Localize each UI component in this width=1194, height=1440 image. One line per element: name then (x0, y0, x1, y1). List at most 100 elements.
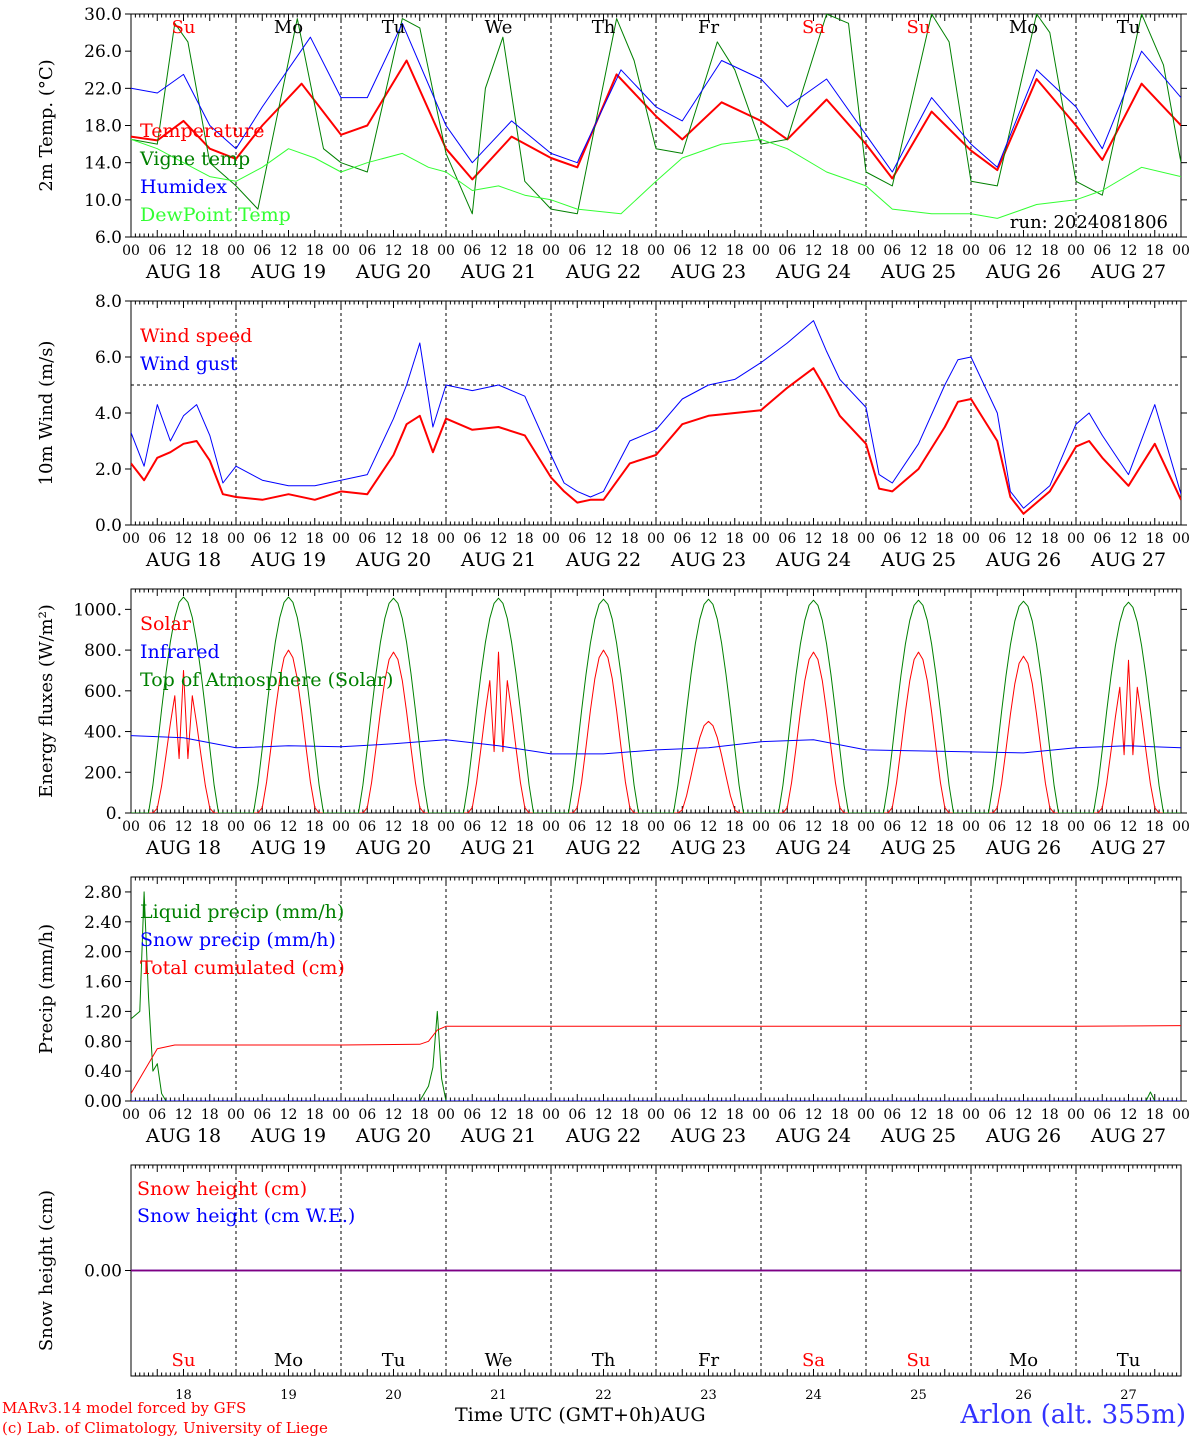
hour-tick-label: 18 (1041, 1107, 1059, 1123)
day-label: AUG 26 (985, 837, 1061, 859)
hour-tick-label: 12 (805, 1107, 823, 1123)
y-tick-label: 1000. (73, 600, 122, 620)
day-number-label: 22 (595, 1388, 612, 1403)
day-number-label: 23 (700, 1388, 717, 1403)
y-tick-label: 2.40 (84, 913, 122, 933)
hour-tick-label: 00 (332, 819, 350, 835)
hour-tick-label: 06 (148, 819, 166, 835)
hour-tick-label: 12 (385, 243, 403, 259)
hour-tick-label: 18 (201, 819, 219, 835)
hour-tick-label: 12 (490, 819, 508, 835)
legend-entry: Temperature (140, 120, 264, 142)
y-axis-title: 2m Temp. (°C) (36, 59, 57, 191)
hour-tick-label: 06 (1093, 819, 1111, 835)
hour-tick-label: 18 (411, 531, 429, 547)
hour-tick-label: 00 (227, 243, 245, 259)
day-label: AUG 22 (565, 837, 641, 859)
hour-tick-label: 00 (122, 243, 140, 259)
series-line-infrared (131, 735, 1181, 755)
hour-tick-label: 00 (1172, 1107, 1190, 1123)
y-tick-label: 400. (84, 723, 122, 743)
day-label: AUG 24 (775, 549, 851, 571)
hour-tick-label: 00 (437, 531, 455, 547)
hour-tick-label: 00 (647, 531, 665, 547)
hour-tick-label: 12 (595, 243, 613, 259)
hour-tick-label: 18 (1041, 819, 1059, 835)
hour-tick-label: 00 (122, 531, 140, 547)
hour-tick-label: 00 (227, 531, 245, 547)
day-number-label: 19 (280, 1388, 297, 1403)
y-tick-label: 1.20 (84, 1002, 122, 1022)
series-line-total-cumulated-cm- (131, 1025, 1181, 1094)
hour-tick-label: 06 (253, 1107, 271, 1123)
hour-tick-label: 12 (385, 531, 403, 547)
hour-tick-label: 18 (726, 531, 744, 547)
day-label: AUG 27 (1090, 549, 1166, 571)
y-tick-label: 200. (84, 763, 122, 783)
hour-tick-label: 06 (1093, 1107, 1111, 1123)
day-label: AUG 21 (460, 837, 536, 859)
legend-entry: Wind speed (140, 325, 252, 347)
y-tick-label: 800. (84, 641, 122, 661)
hour-tick-label: 12 (595, 819, 613, 835)
hour-tick-label: 06 (463, 1107, 481, 1123)
hour-tick-label: 18 (516, 243, 534, 259)
weekday-label: Su (172, 17, 196, 38)
hour-tick-label: 12 (1015, 531, 1033, 547)
footer-copyright-line: (c) Lab. of Climatology, University of L… (2, 1419, 328, 1437)
hour-tick-label: 12 (1120, 531, 1138, 547)
hour-tick-label: 06 (883, 1107, 901, 1123)
panel-1: 00 06 12 18 00 06 12 18 00 06 12 18 00 06 12 18 00 06 12 18… (36, 5, 1190, 283)
y-tick-label: 26.0 (84, 42, 122, 62)
hour-tick-label: 00 (437, 243, 455, 259)
hour-tick-label: 12 (385, 1107, 403, 1123)
weekday-label: Fr (698, 1350, 719, 1371)
hour-tick-label: 12 (280, 1107, 298, 1123)
hour-tick-label: 18 (831, 531, 849, 547)
hour-tick-label: 12 (1015, 243, 1033, 259)
hour-tick-label: 18 (1146, 243, 1164, 259)
hour-tick-label: 00 (227, 819, 245, 835)
hour-tick-label: 06 (778, 243, 796, 259)
hour-tick-label: 00 (752, 1107, 770, 1123)
y-tick-label: 14.0 (84, 154, 122, 174)
hour-tick-label: 00 (122, 819, 140, 835)
day-label: AUG 19 (250, 837, 326, 859)
panel-2: 00 06 12 18 00 06 12 18 00 06 12 18 00 06 12 18 00 06 12 18… (36, 292, 1190, 571)
day-label: AUG 27 (1090, 837, 1166, 859)
day-label: AUG 24 (775, 837, 851, 859)
panel-3: 00 06 12 18 00 06 12 18 00 06 12 18 00 06 12 18 00 06 12 18… (36, 588, 1190, 859)
hour-tick-label: 06 (568, 819, 586, 835)
hour-tick-label: 12 (1120, 243, 1138, 259)
legend-entry: Snow height (cm W.E.) (137, 1205, 355, 1227)
hour-tick-label: 00 (962, 1107, 980, 1123)
hour-tick-label: 12 (910, 819, 928, 835)
day-label: AUG 22 (565, 1125, 641, 1147)
hour-tick-label: 06 (148, 531, 166, 547)
hour-tick-label: 12 (490, 531, 508, 547)
hour-tick-label: 00 (857, 1107, 875, 1123)
hour-tick-label: 00 (857, 531, 875, 547)
hour-tick-label: 06 (463, 819, 481, 835)
weekday-label: Mo (1009, 1350, 1038, 1371)
hour-tick-label: 18 (621, 243, 639, 259)
y-tick-label: 10.0 (84, 191, 122, 211)
series-group (131, 891, 1181, 1101)
hour-tick-label: 00 (332, 1107, 350, 1123)
hour-tick-label: 12 (595, 531, 613, 547)
hour-tick-label: 06 (253, 819, 271, 835)
hour-tick-label: 06 (568, 1107, 586, 1123)
hour-tick-label: 00 (1067, 819, 1085, 835)
y-tick-label: 2.0 (95, 460, 122, 480)
hour-tick-label: 12 (700, 819, 718, 835)
hour-tick-label: 12 (805, 531, 823, 547)
x-axis-title: Time UTC (GMT+0h)AUG (455, 1404, 706, 1426)
legend-entry: Snow height (cm) (137, 1178, 307, 1200)
hour-tick-label: 18 (1041, 531, 1059, 547)
hour-tick-label: 12 (280, 531, 298, 547)
hour-tick-label: 00 (542, 243, 560, 259)
day-label: AUG 18 (145, 1125, 221, 1147)
y-tick-label: 4.0 (95, 404, 122, 424)
hour-tick-label: 12 (175, 243, 193, 259)
hour-tick-label: 00 (962, 243, 980, 259)
